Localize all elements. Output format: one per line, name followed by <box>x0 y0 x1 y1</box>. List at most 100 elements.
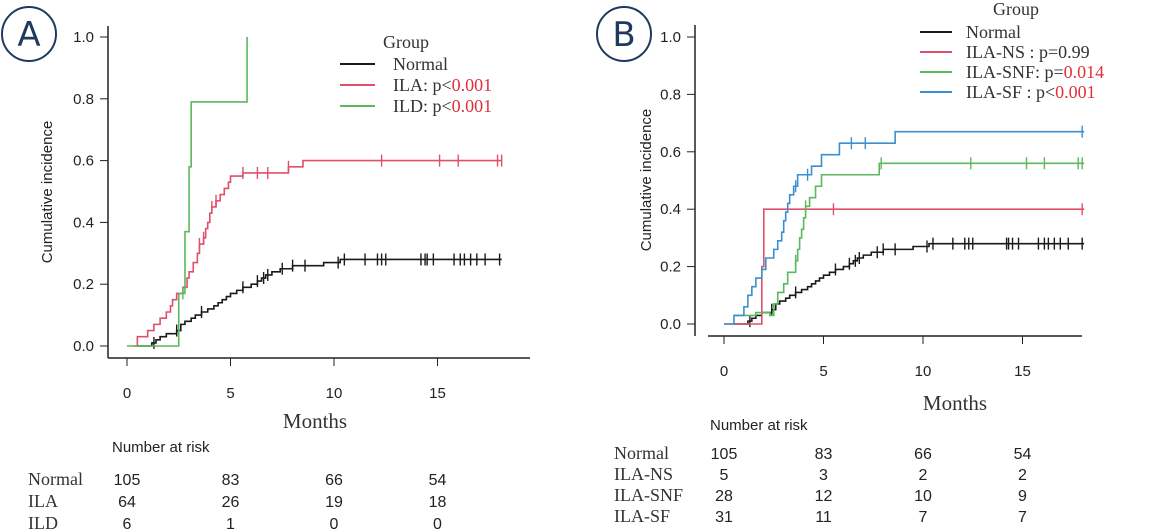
series-ila-ns <box>724 203 1085 325</box>
x-tick-label: 0 <box>720 363 728 380</box>
risk-table: Number at risk Normal 105 83 66 54 ILA-NS 5 3 2 2 I… <box>614 417 1032 526</box>
risk-value: 6 <box>123 516 132 532</box>
curve-line <box>724 130 1085 325</box>
risk-row-label: Normal <box>614 443 669 463</box>
legend-title: Group <box>993 0 1039 19</box>
y-axis-title: Cumulative incidence <box>39 121 56 264</box>
risk-value: 66 <box>914 446 932 463</box>
legend-p-operator: < <box>442 96 452 116</box>
panel-b: B 0.0 0.2 0.4 0.6 0.8 1.0 0 5 10 15 Months Cumulativ… <box>596 0 1104 526</box>
legend-p-value: 0.001 <box>1055 82 1096 102</box>
risk-value: 31 <box>715 509 733 526</box>
risk-value: 11 <box>815 509 832 526</box>
risk-value: 12 <box>815 488 833 505</box>
y-tick-label: 0.4 <box>660 201 681 218</box>
risk-value: 2 <box>1018 467 1027 484</box>
risk-value: 2 <box>919 467 928 484</box>
risk-row-label: ILD <box>28 513 58 532</box>
series-normal <box>137 253 502 349</box>
series-ila-sf <box>724 125 1085 325</box>
legend-label-ila-sf: ILA-SF : p<0.001 <box>966 82 1096 102</box>
risk-value: 105 <box>114 472 141 489</box>
legend-text: ILA-SF : p <box>966 82 1045 102</box>
risk-value: 64 <box>118 494 136 511</box>
y-tick-label: 1.0 <box>73 29 94 46</box>
legend-text: ILA-NS : p <box>966 42 1048 62</box>
risk-value: 28 <box>715 488 733 505</box>
x-axis-title: Months <box>923 391 987 415</box>
risk-value: 9 <box>1018 488 1027 505</box>
risk-row-label: ILA-SF <box>614 506 670 526</box>
y-tick-label: 0.6 <box>73 153 94 170</box>
risk-value: 7 <box>1018 509 1027 526</box>
risk-value: 3 <box>819 467 828 484</box>
legend-label-ild: ILD: p<0.001 <box>393 96 492 116</box>
legend-text: ILA: p <box>393 75 442 95</box>
risk-row-label: Normal <box>28 469 83 489</box>
y-tick-label: 0.8 <box>73 91 94 108</box>
legend-text: Normal <box>393 54 448 74</box>
legend-title: Group <box>383 32 429 52</box>
risk-value: 66 <box>325 472 343 489</box>
x-tick-label: 15 <box>1014 363 1031 380</box>
legend-label-normal: Normal <box>393 54 448 74</box>
risk-value: 105 <box>711 446 738 463</box>
y-tick-label: 0.2 <box>660 259 681 276</box>
risk-value: 18 <box>429 494 447 511</box>
y-tick-label: 0.4 <box>73 214 94 231</box>
curve-line <box>127 37 248 347</box>
legend-p-operator: = <box>1054 62 1064 82</box>
y-tick-label: 0.8 <box>660 86 681 103</box>
legend-label-normal: Normal <box>966 22 1021 42</box>
legend-p-operator: =0.99 <box>1048 42 1090 62</box>
curve-line <box>724 208 1085 325</box>
x-tick-label: 10 <box>915 363 932 380</box>
y-tick-label: 0.0 <box>660 316 681 333</box>
y-tick-label: 0.2 <box>73 276 94 293</box>
legend-p-value: 0.014 <box>1064 62 1105 82</box>
risk-row-label: ILA-SNF <box>614 485 683 505</box>
panel-label-circle <box>1 6 57 62</box>
risk-value: 19 <box>325 494 343 511</box>
risk-value: 0 <box>330 516 339 532</box>
curve-line <box>733 162 1085 317</box>
legend-p-operator: < <box>1045 82 1055 102</box>
risk-value: 54 <box>1014 446 1032 463</box>
risk-table: Number at risk Normal 105 83 66 54 ILA 64 26 19 18… <box>28 439 447 532</box>
legend-text: Normal <box>966 22 1021 42</box>
legend-p-operator: < <box>442 75 452 95</box>
x-tick-label: 5 <box>819 363 827 380</box>
risk-value: 0 <box>433 516 442 532</box>
legend-label-ila-ns: ILA-NS : p=0.99 <box>966 42 1090 62</box>
x-tick-label: 0 <box>123 385 131 402</box>
risk-value: 83 <box>815 446 833 463</box>
legend-p-value: 0.001 <box>452 96 493 116</box>
risk-value: 83 <box>222 472 240 489</box>
panel-a: A0.00.20.40.60.81.00 5 10 15MonthsCumulativ… <box>1 6 530 532</box>
x-axis-title: Months <box>283 409 347 433</box>
panel-label: B <box>612 15 635 55</box>
y-tick-label: 0.0 <box>73 338 94 355</box>
series-ila <box>133 154 503 347</box>
risk-value: 54 <box>429 472 447 489</box>
risk-value: 5 <box>720 467 729 484</box>
risk-row-label: ILA <box>28 491 58 511</box>
series-ild <box>127 37 248 347</box>
x-tick-label: 10 <box>326 385 343 402</box>
series-ila-snf <box>733 157 1085 317</box>
x-tick-label: 15 <box>429 385 446 402</box>
series-normal <box>733 237 1085 328</box>
risk-value: 1 <box>226 516 235 532</box>
risk-value: 10 <box>914 488 932 505</box>
legend-label-ila-snf: ILA-SNF: p=0.014 <box>966 62 1104 82</box>
y-axis-title: Cumulative incidence <box>638 109 655 252</box>
legend-p-value: 0.001 <box>452 75 493 95</box>
y-tick-label: 1.0 <box>660 29 681 46</box>
risk-table-title: Number at risk <box>112 439 210 456</box>
risk-table-title: Number at risk <box>710 417 808 434</box>
risk-row-label: ILA-NS <box>614 464 673 484</box>
legend-text: ILA-SNF: p <box>966 62 1054 82</box>
